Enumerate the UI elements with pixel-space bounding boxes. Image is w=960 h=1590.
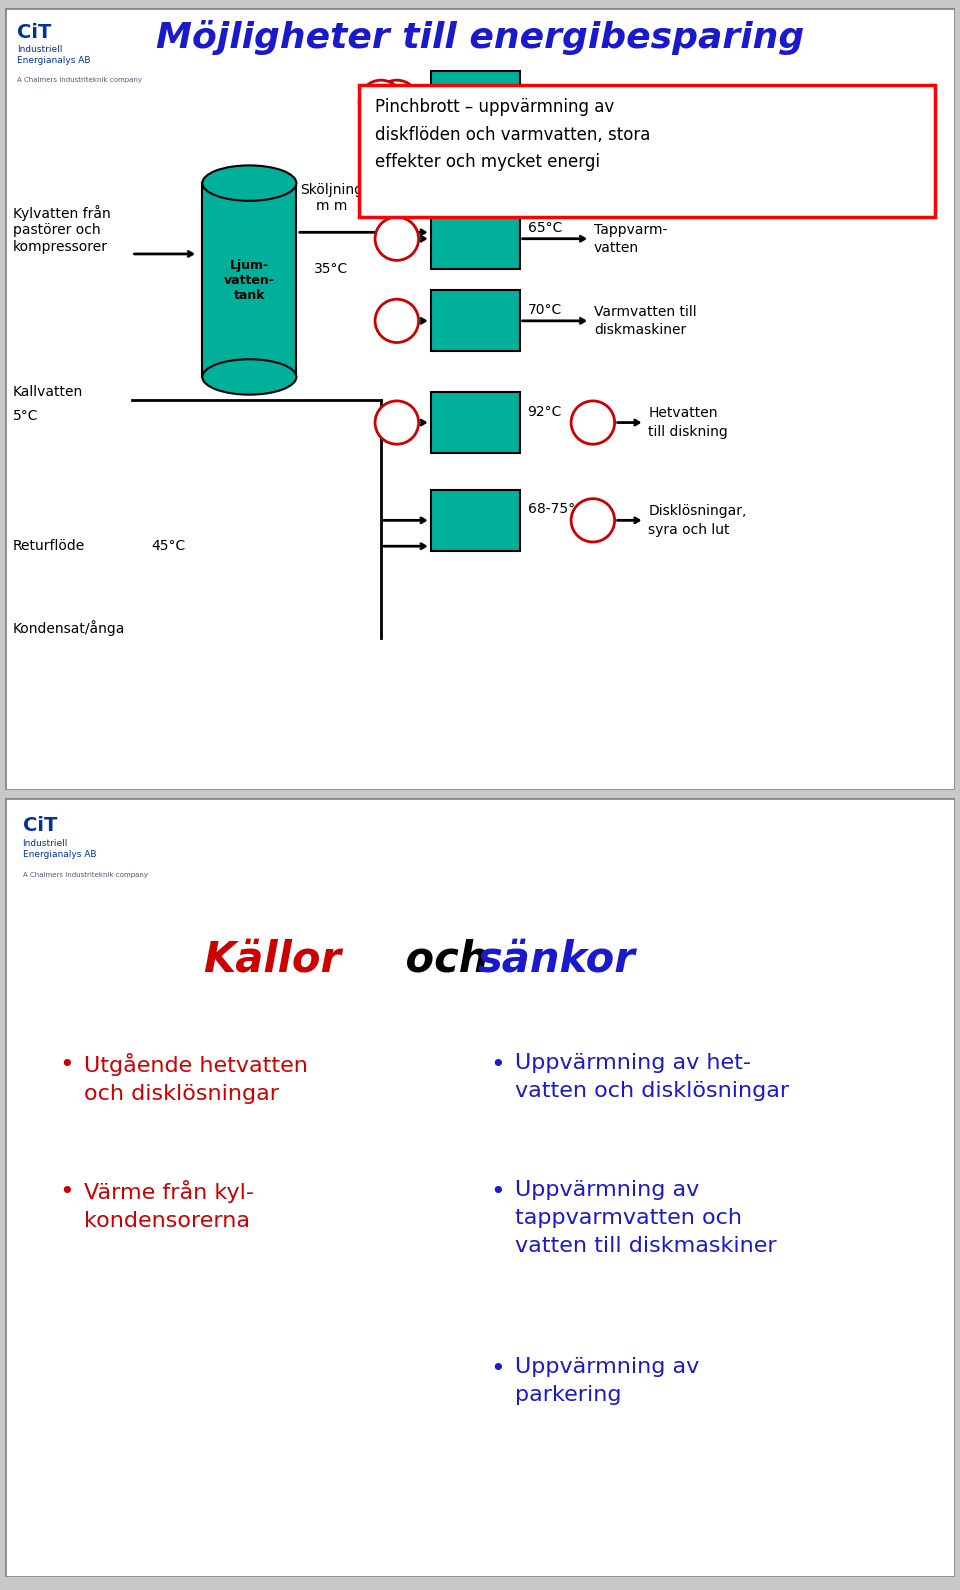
Text: 70°C: 70°C bbox=[528, 304, 562, 316]
Text: CiT: CiT bbox=[16, 22, 51, 41]
Text: Tappvarm-
vatten: Tappvarm- vatten bbox=[594, 223, 667, 254]
Text: Kondensat/ånga: Kondensat/ånga bbox=[12, 620, 125, 636]
Text: Möjligheter till energibesparing: Möjligheter till energibesparing bbox=[156, 19, 804, 54]
Text: •: • bbox=[490, 1053, 505, 1076]
Text: 68-75°C: 68-75°C bbox=[528, 502, 585, 517]
Text: Industriell
Energianalys AB: Industriell Energianalys AB bbox=[23, 840, 96, 860]
Ellipse shape bbox=[203, 359, 297, 394]
Text: 35°C: 35°C bbox=[314, 262, 348, 275]
Circle shape bbox=[375, 299, 419, 342]
Text: •: • bbox=[60, 1053, 74, 1076]
Bar bbox=[430, 138, 519, 199]
Text: Pinchbrott – uppvärmning av
diskflöden och varmvatten, stora
effekter och mycket: Pinchbrott – uppvärmning av diskflöden o… bbox=[375, 99, 651, 170]
Text: 45°C: 45°C bbox=[152, 539, 185, 553]
Text: Sköljning
m m: Sköljning m m bbox=[300, 183, 363, 213]
Text: Disklösningar,
syra och lut: Disklösningar, syra och lut bbox=[648, 504, 747, 536]
Text: CiT: CiT bbox=[23, 816, 57, 835]
Text: Hetvatten
till diskning: Hetvatten till diskning bbox=[648, 407, 728, 439]
Text: •: • bbox=[490, 1180, 505, 1204]
Text: Returflöde: Returflöde bbox=[12, 539, 85, 553]
Text: Industriell
Energianalys AB: Industriell Energianalys AB bbox=[16, 46, 90, 65]
Bar bbox=[203, 183, 297, 377]
Text: Kallvatten: Kallvatten bbox=[12, 385, 83, 399]
Text: A Chalmers Industriteknik company: A Chalmers Industriteknik company bbox=[23, 871, 148, 878]
Text: Uppvärmning av
parkering: Uppvärmning av parkering bbox=[515, 1356, 699, 1406]
Text: •: • bbox=[60, 1180, 74, 1204]
Text: Ljum-
vatten-
tank: Ljum- vatten- tank bbox=[224, 259, 275, 302]
Text: Varmvatten till
diskmaskiner: Varmvatten till diskmaskiner bbox=[594, 305, 696, 337]
Bar bbox=[430, 291, 519, 351]
Text: A Chalmers Industriteknik company: A Chalmers Industriteknik company bbox=[16, 76, 142, 83]
Text: •: • bbox=[490, 1356, 505, 1380]
Circle shape bbox=[359, 80, 403, 124]
Text: Uppvärmning av het-
vatten och disklösningar: Uppvärmning av het- vatten och disklösni… bbox=[515, 1053, 789, 1100]
Text: och: och bbox=[391, 938, 503, 981]
Text: Värme från kyl-
kondensorerna: Värme från kyl- kondensorerna bbox=[84, 1180, 254, 1231]
Text: 65°C: 65°C bbox=[528, 221, 562, 235]
Bar bbox=[430, 490, 519, 550]
Circle shape bbox=[375, 218, 419, 261]
Text: Parkering: Parkering bbox=[594, 95, 660, 108]
Bar bbox=[430, 72, 519, 132]
Ellipse shape bbox=[203, 165, 297, 200]
Text: 92°C: 92°C bbox=[528, 404, 562, 418]
Text: 10°C: 10°C bbox=[528, 84, 562, 99]
FancyBboxPatch shape bbox=[359, 84, 935, 216]
Text: Kylvatten från
pastörer och
kompressorer: Kylvatten från pastörer och kompressorer bbox=[12, 205, 110, 253]
Bar bbox=[430, 393, 519, 453]
Text: Uppvärmning av
tappvarmvatten och
vatten till diskmaskiner: Uppvärmning av tappvarmvatten och vatten… bbox=[515, 1180, 777, 1256]
Text: 5°C: 5°C bbox=[12, 409, 38, 423]
Text: sänkor: sänkor bbox=[478, 938, 636, 981]
Text: Utgående hetvatten
och disklösningar: Utgående hetvatten och disklösningar bbox=[84, 1053, 308, 1103]
Circle shape bbox=[571, 499, 614, 542]
Circle shape bbox=[375, 401, 419, 444]
Bar bbox=[430, 208, 519, 269]
Text: 55/75°C: 55/75°C bbox=[528, 151, 584, 164]
Circle shape bbox=[571, 401, 614, 444]
Text: Källor: Källor bbox=[203, 938, 341, 981]
Circle shape bbox=[375, 80, 419, 124]
Text: Lokal-
värme: Lokal- värme bbox=[594, 153, 638, 184]
